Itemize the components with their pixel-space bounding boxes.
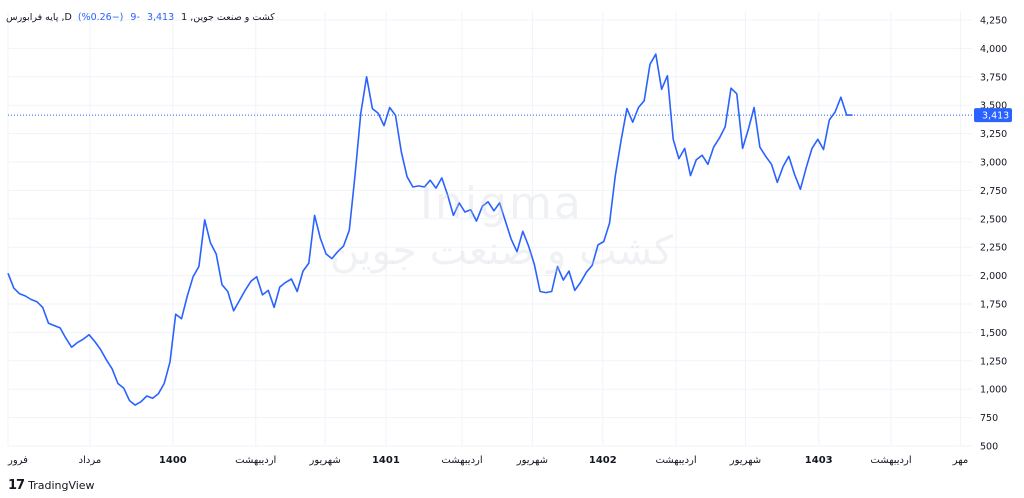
x-tick-label: فرور <box>7 455 28 466</box>
x-tick-label: مرداد <box>79 455 102 466</box>
tradingview-logo-icon[interactable]: 17 <box>8 478 25 493</box>
y-tick-label: 4,000 <box>980 44 1007 55</box>
y-tick-label: 750 <box>980 413 998 424</box>
symbol-legend[interactable]: پایه فرابورس ,Dکشت و صنعت جوین, 1 3,413 … <box>6 12 275 23</box>
legend-values: 3,413 -9 (−0.26%) <box>78 12 178 23</box>
tradingview-footer[interactable]: 17 TradingView <box>8 478 95 493</box>
y-tick-label: 1,750 <box>980 300 1007 311</box>
x-tick-label: اردیبهشت <box>870 455 911 466</box>
y-tick-label: 4,250 <box>980 16 1007 27</box>
x-tick-label: 1403 <box>805 455 833 466</box>
y-tick-label: 1,250 <box>980 356 1007 367</box>
x-axis: فرور مرداد 1400 اردیبهشت شهریور 1401 اردیبهشت ش… <box>7 455 968 466</box>
x-tick-label: مهر <box>952 455 968 466</box>
x-tick-label: شهریور <box>729 455 761 466</box>
price-series-line <box>7 53 853 406</box>
x-tick-label: اردیبهشت <box>235 455 276 466</box>
last-price: 3,413 <box>146 12 175 23</box>
y-tick-label: 2,500 <box>980 214 1007 225</box>
price-change: -9 <box>130 12 140 23</box>
y-tick-label: 3,750 <box>980 72 1007 83</box>
x-tick-label: 1400 <box>159 455 187 466</box>
x-tick-label: 1401 <box>372 455 400 466</box>
y-tick-label: 1,500 <box>980 328 1007 339</box>
x-tick-label: شهریور <box>516 455 548 466</box>
current-price-label: 3,413 <box>982 111 1009 122</box>
tradingview-brand[interactable]: TradingView <box>28 479 95 492</box>
x-tick-label: 1402 <box>589 455 617 466</box>
current-price-badge-bg <box>974 108 1012 123</box>
grid-lines <box>7 12 972 447</box>
price-change-pct: (−0.26%) <box>77 12 124 23</box>
watermark-name: کشت و صنعت جوین <box>330 228 674 274</box>
y-tick-label: 3,500 <box>980 101 1007 112</box>
watermark-brand: Inigma <box>420 178 583 229</box>
y-tick-label: 3,250 <box>980 129 1007 140</box>
y-tick-label: 2,750 <box>980 186 1007 197</box>
y-tick-label: 2,000 <box>980 271 1007 282</box>
y-tick-label: 1,000 <box>980 385 1007 396</box>
y-tick-label: 500 <box>980 442 998 453</box>
y-axis: 500 750 1,000 1,250 1,500 1,750 2,000 2,250 2,50… <box>980 16 1007 453</box>
y-tick-label: 3,000 <box>980 158 1007 169</box>
x-tick-label: اردیبهشت <box>655 455 696 466</box>
x-tick-label: اردیبهشت <box>441 455 482 466</box>
y-tick-label: 2,250 <box>980 243 1007 254</box>
x-tick-label: شهریور <box>309 455 341 466</box>
symbol-name[interactable]: پایه فرابورس ,Dکشت و صنعت جوین, 1 <box>6 12 275 23</box>
current-price-badge: 3,413 <box>974 108 1012 123</box>
